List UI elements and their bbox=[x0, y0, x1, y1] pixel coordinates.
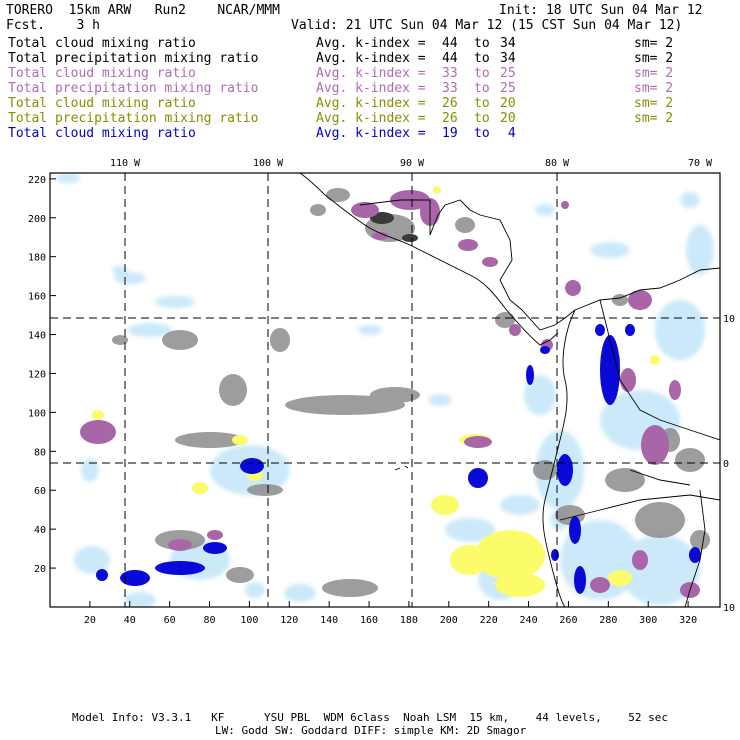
legend-kindex-from: 33 bbox=[442, 81, 458, 96]
legend-field: Total precipitation mixing ratio bbox=[8, 111, 259, 126]
legend-kindex: Avg. k-index = bbox=[316, 126, 434, 141]
x-tick-label: 300 bbox=[639, 615, 657, 626]
legend-kindex: Avg. k-index = bbox=[316, 81, 434, 96]
legend-to: to bbox=[474, 126, 490, 141]
coastlines bbox=[299, 173, 720, 607]
longitude-label: 100 W bbox=[253, 158, 284, 169]
legend-kindex: Avg. k-index = bbox=[316, 96, 434, 111]
y-tick-label: 120 bbox=[28, 369, 46, 380]
x-axis-ticks: 20 40 60 80 100 120 140 160 180 200 220 240 260 280 30… bbox=[84, 601, 697, 626]
legend-kindex-from: 33 bbox=[442, 66, 458, 81]
legend-kindex-from: 44 bbox=[442, 51, 458, 66]
latitude-labels: 10 N 0 10 S bbox=[723, 314, 740, 614]
legend-kindex-to: 20 bbox=[500, 96, 516, 111]
longitude-label: 110 W bbox=[110, 158, 141, 169]
legend-kindex: Avg. k-index = bbox=[316, 51, 434, 66]
legend-to: to bbox=[474, 96, 490, 111]
model-info: Model Info: V3.3.1 KF YSU PBL WDM 6class… bbox=[72, 711, 669, 724]
legend-kindex: Avg. k-index = bbox=[316, 111, 434, 126]
legend-to: to bbox=[474, 111, 490, 126]
x-tick-label: 120 bbox=[280, 615, 298, 626]
y-tick-label: 180 bbox=[28, 253, 46, 264]
x-tick-label: 140 bbox=[320, 615, 338, 626]
x-tick-label: 220 bbox=[480, 615, 498, 626]
x-tick-label: 280 bbox=[599, 615, 617, 626]
legend-smoothing: sm= 2 bbox=[634, 96, 674, 111]
legend-kindex-to: 34 bbox=[500, 51, 516, 66]
y-tick-label: 100 bbox=[28, 408, 46, 419]
legend-field: Total cloud mixing ratio bbox=[8, 96, 196, 111]
valid-time: Valid: 21 UTC Sun 04 Mar 12 (15 CST Sun … bbox=[291, 18, 683, 33]
legend-kindex: Avg. k-index = bbox=[316, 66, 434, 81]
latitude-label: 10 N bbox=[723, 314, 740, 325]
longitude-labels: 110 W 100 W 90 W 80 W 70 W bbox=[110, 158, 713, 169]
x-tick-label: 100 bbox=[240, 615, 258, 626]
legend-kindex-from: 19 bbox=[442, 126, 458, 141]
longitude-label: 90 W bbox=[400, 158, 425, 169]
x-tick-label: 260 bbox=[559, 615, 577, 626]
physics-info: LW: Godd SW: Goddard DIFF: simple KM: 2D… bbox=[215, 724, 527, 737]
model-title: TORERO 15km ARW Run2 NCAR/MMM bbox=[6, 3, 280, 18]
legend-smoothing: sm= 2 bbox=[634, 36, 674, 51]
legend-to: to bbox=[474, 36, 490, 51]
legend-kindex-to: 34 bbox=[500, 36, 516, 51]
latitude-label: 10 S bbox=[723, 603, 740, 614]
init-time: Init: 18 UTC Sun 04 Mar 12 bbox=[499, 3, 703, 18]
legend-smoothing: sm= 2 bbox=[634, 66, 674, 81]
latitude-label: 0 bbox=[723, 459, 729, 470]
legend-field: Total precipitation mixing ratio bbox=[8, 51, 259, 66]
legend-smoothing: sm= 2 bbox=[634, 111, 674, 126]
y-tick-label: 200 bbox=[28, 214, 46, 225]
legend-smoothing: sm= 2 bbox=[634, 81, 674, 96]
blue-cloud-areas bbox=[96, 324, 701, 594]
x-tick-label: 40 bbox=[124, 615, 136, 626]
y-tick-label: 160 bbox=[28, 292, 46, 303]
legend-kindex-to: 20 bbox=[500, 111, 516, 126]
y-tick-label: 20 bbox=[34, 564, 46, 575]
y-tick-label: 140 bbox=[28, 331, 46, 342]
plot-frame bbox=[49, 172, 721, 608]
legend-field: Total precipitation mixing ratio bbox=[8, 81, 259, 96]
longitude-label: 70 W bbox=[688, 158, 713, 169]
legend-kindex: Avg. k-index = bbox=[316, 36, 434, 51]
x-tick-label: 20 bbox=[84, 615, 96, 626]
x-tick-label: 240 bbox=[520, 615, 538, 626]
legend-smoothing: sm= 2 bbox=[634, 51, 674, 66]
x-tick-label: 200 bbox=[440, 615, 458, 626]
gray-cloud-areas bbox=[112, 188, 710, 597]
x-tick-label: 60 bbox=[164, 615, 176, 626]
y-tick-label: 40 bbox=[34, 525, 46, 536]
legend-kindex-from: 26 bbox=[442, 96, 458, 111]
y-axis-ticks: 20 40 60 80 100 120 140 160 180 200 220 bbox=[28, 175, 56, 575]
legend-kindex-from: 44 bbox=[442, 36, 458, 51]
forecast-hour: Fcst. 3 h bbox=[6, 18, 100, 33]
legend-field: Total cloud mixing ratio bbox=[8, 126, 196, 141]
y-tick-label: 60 bbox=[34, 486, 46, 497]
y-tick-label: 80 bbox=[34, 447, 46, 458]
legend-to: to bbox=[474, 51, 490, 66]
y-tick-label: 220 bbox=[28, 175, 46, 186]
legend-kindex-to: 4 bbox=[500, 126, 516, 141]
legend-kindex-to: 25 bbox=[500, 81, 516, 96]
graticule bbox=[50, 173, 720, 607]
longitude-label: 80 W bbox=[545, 158, 570, 169]
dark-cloud-areas bbox=[370, 212, 418, 242]
x-tick-label: 80 bbox=[204, 615, 216, 626]
x-tick-label: 180 bbox=[400, 615, 418, 626]
legend-kindex-from: 26 bbox=[442, 111, 458, 126]
purple-cloud-areas bbox=[80, 190, 700, 598]
x-tick-label: 160 bbox=[360, 615, 378, 626]
x-tick-label: 320 bbox=[679, 615, 697, 626]
legend-field: Total cloud mixing ratio bbox=[8, 36, 196, 51]
legend-field: Total cloud mixing ratio bbox=[8, 66, 196, 81]
legend-to: to bbox=[474, 66, 490, 81]
legend-kindex-to: 25 bbox=[500, 66, 516, 81]
legend-to: to bbox=[474, 81, 490, 96]
